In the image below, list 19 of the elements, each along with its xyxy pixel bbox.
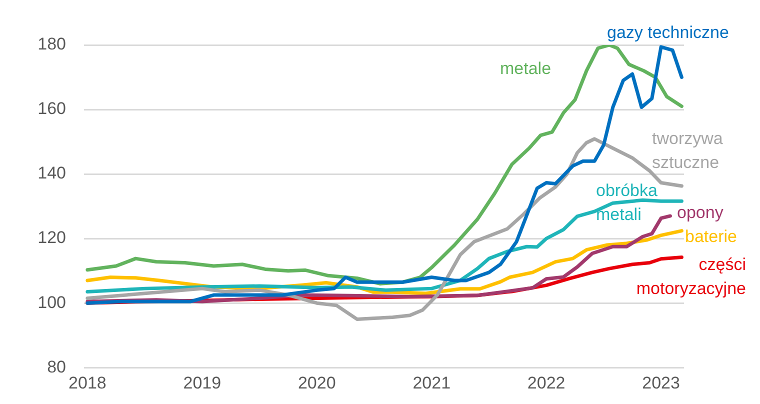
series-label: metale xyxy=(500,59,552,78)
x-tick-label: 2020 xyxy=(298,373,336,392)
x-tick-label: 2019 xyxy=(183,373,222,392)
series-label: baterie xyxy=(685,227,737,246)
series-label: obróbka metali xyxy=(596,181,658,224)
x-tick-label: 2018 xyxy=(68,373,106,392)
y-tick-label: 100 xyxy=(38,292,66,312)
y-tick-label: 80 xyxy=(47,357,66,376)
series-label: opony xyxy=(677,203,724,222)
series-label: tworzywa sztuczne xyxy=(652,129,724,172)
y-tick-label: 180 xyxy=(38,34,66,54)
x-tick-label: 2021 xyxy=(412,373,451,392)
series-label: części motoryzacyjne xyxy=(636,255,746,298)
y-tick-label: 140 xyxy=(38,164,66,183)
x-tick-label: 2022 xyxy=(527,373,566,392)
x-tick-label: 2023 xyxy=(642,373,680,392)
y-tick-label: 160 xyxy=(38,99,66,118)
y-tick-label: 120 xyxy=(38,228,66,248)
series-label: gazy techniczne xyxy=(607,23,729,42)
